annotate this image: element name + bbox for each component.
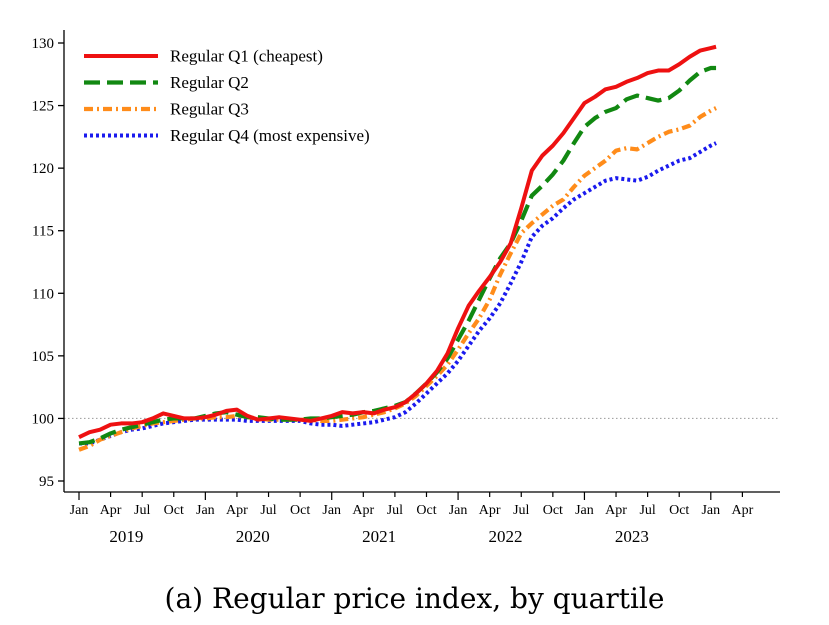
x-tick-label: Jan bbox=[449, 503, 468, 518]
legend: Regular Q1 (cheapest) Regular Q2 Regular Q… bbox=[84, 47, 370, 145]
x-tick-label: Jan bbox=[575, 503, 594, 518]
x-tick-label: Apr bbox=[731, 503, 753, 518]
x-tick-label: Jan bbox=[196, 503, 215, 518]
year-label: 2020 bbox=[236, 527, 270, 546]
x-tick-label: Oct bbox=[669, 503, 689, 518]
series-layer bbox=[78, 44, 717, 452]
x-tick-label: Jan bbox=[322, 503, 341, 518]
year-label: 2019 bbox=[109, 527, 143, 546]
x-tick-label: Jul bbox=[134, 503, 150, 518]
x-tick-label: Jan bbox=[701, 503, 720, 518]
series-line-q1 bbox=[78, 44, 717, 440]
chart-caption: (a) Regular price index, by quartile bbox=[164, 582, 665, 615]
legend-label-q3: Regular Q3 bbox=[170, 100, 249, 119]
series-line-q3 bbox=[78, 106, 717, 452]
axes: 95 100 105 110 115 120 125 130 Jan Apr Jul Oct Jan Ap… bbox=[32, 30, 780, 546]
legend-label-q4: Regular Q4 (most expensive) bbox=[170, 126, 370, 145]
y-tick-label: 130 bbox=[32, 36, 55, 52]
y-tick-label: 125 bbox=[32, 99, 55, 115]
legend-label-q2: Regular Q2 bbox=[170, 73, 249, 92]
x-tick-label: Oct bbox=[164, 503, 184, 518]
y-tick-label: 95 bbox=[39, 474, 54, 490]
year-label: 2023 bbox=[615, 527, 649, 546]
year-label: 2022 bbox=[488, 527, 522, 546]
x-tick-label: Oct bbox=[290, 503, 310, 518]
x-tick-label: Jan bbox=[70, 503, 89, 518]
y-tick-label: 115 bbox=[32, 224, 54, 240]
x-tick-label: Jul bbox=[387, 503, 403, 518]
series-line-q2 bbox=[78, 65, 717, 446]
y-tick-label: 110 bbox=[32, 286, 54, 302]
x-tick-label: Jul bbox=[513, 503, 529, 518]
series-line-q4 bbox=[79, 141, 717, 446]
x-tick-label: Apr bbox=[479, 503, 501, 518]
x-tick-label: Oct bbox=[416, 503, 436, 518]
x-tick-label: Oct bbox=[543, 503, 563, 518]
year-label: 2021 bbox=[362, 527, 396, 546]
legend-label-q1: Regular Q1 (cheapest) bbox=[170, 47, 323, 66]
price-index-chart: 95 100 105 110 115 120 125 130 Jan Apr Jul Oct Jan Ap… bbox=[32, 30, 780, 546]
y-tick-label: 120 bbox=[32, 161, 55, 177]
x-tick-label: Jul bbox=[639, 503, 655, 518]
y-tick-label: 100 bbox=[32, 411, 55, 427]
x-tick-label: Apr bbox=[352, 503, 374, 518]
x-tick-label: Jul bbox=[260, 503, 276, 518]
x-tick-label: Apr bbox=[100, 503, 122, 518]
x-tick-label: Apr bbox=[226, 503, 248, 518]
y-tick-label: 105 bbox=[32, 349, 55, 365]
x-tick-label: Apr bbox=[605, 503, 627, 518]
